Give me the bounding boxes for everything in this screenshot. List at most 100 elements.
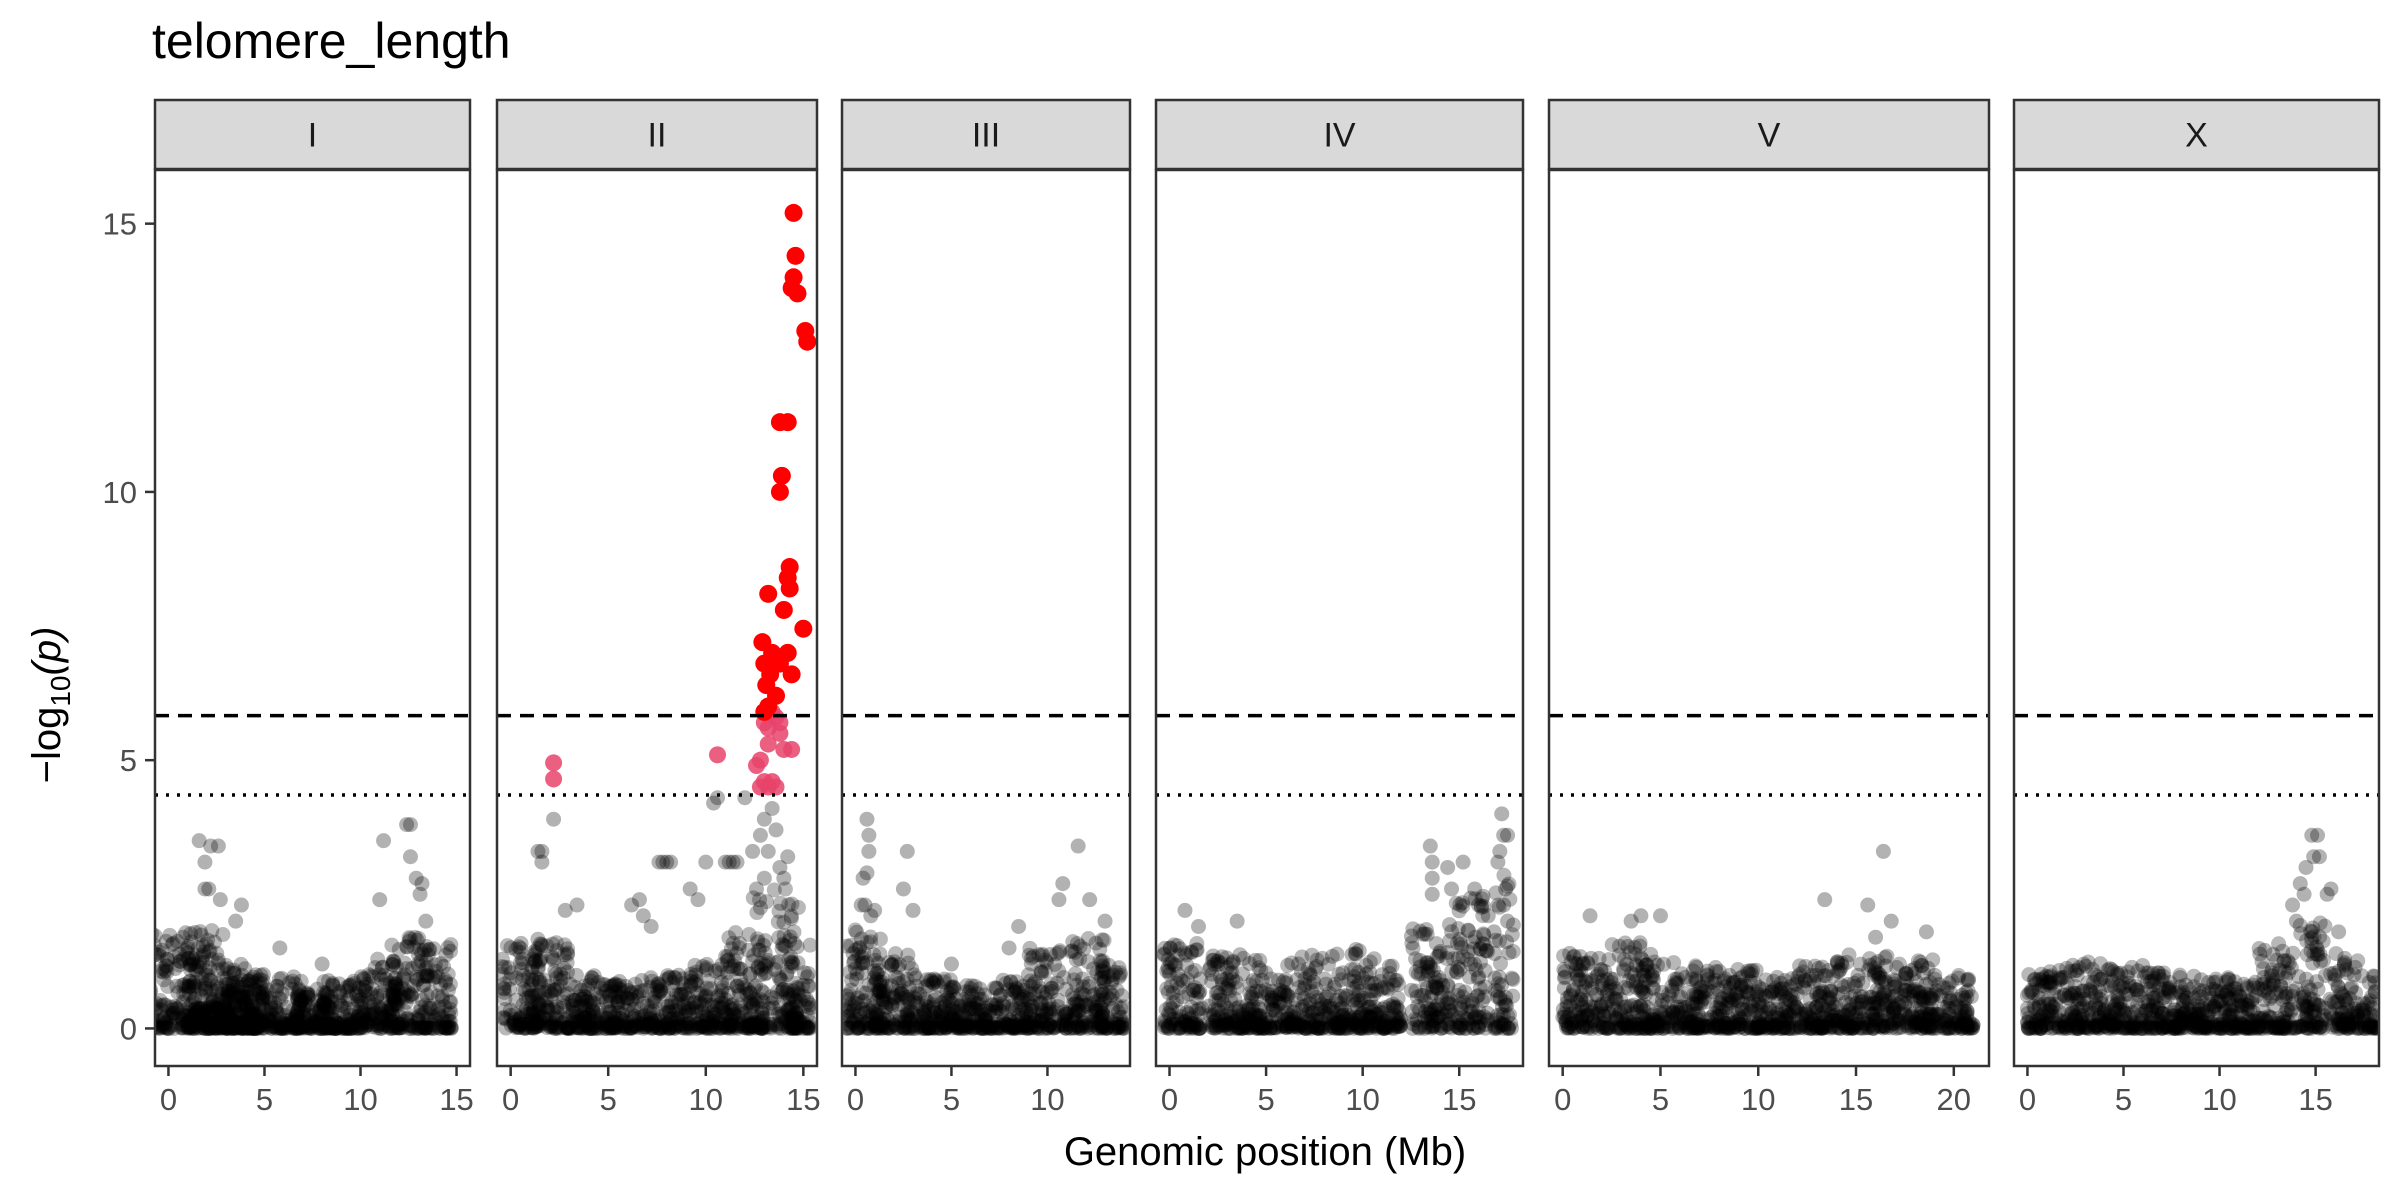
snp-point: [722, 999, 738, 1015]
snp-point: [902, 1020, 918, 1036]
snp-point: [300, 1012, 316, 1028]
snp-point: [1334, 1008, 1350, 1024]
snp-point: [790, 955, 806, 971]
snp-point: [304, 1018, 320, 1034]
snp-point: [1867, 999, 1883, 1015]
snp-point: [787, 936, 803, 952]
snp-point: [158, 1015, 174, 1031]
snp-point: [659, 1015, 675, 1031]
snp-point: [1410, 1019, 1426, 1035]
snp-point: [732, 936, 748, 952]
snp-point: [1601, 1004, 1617, 1020]
snp-point: [652, 1020, 668, 1036]
snp-point: [992, 987, 1008, 1003]
snp-point: [788, 994, 804, 1010]
snp-point: [312, 1004, 328, 1020]
snp-point: [1734, 1001, 1750, 1017]
snp-point: [342, 1016, 358, 1032]
snp-point-suggestive: [751, 751, 769, 769]
snp-point: [988, 980, 1004, 996]
snp-point: [1656, 1010, 1672, 1026]
snp-point: [1747, 1020, 1763, 1036]
snp-point: [750, 934, 766, 950]
snp-point: [784, 958, 800, 974]
snp-point: [573, 982, 589, 998]
snp-point: [605, 1005, 621, 1021]
snp-point: [1452, 961, 1468, 977]
snp-point: [1020, 1020, 1036, 1036]
snp-point: [1051, 944, 1067, 960]
snp-point: [1682, 1008, 1698, 1024]
snp-point: [1610, 1020, 1626, 1036]
snp-point: [774, 1020, 790, 1036]
snp-point: [1388, 1008, 1404, 1024]
snp-point: [1376, 1018, 1392, 1034]
snp-point: [1312, 1001, 1328, 1017]
snp-point: [666, 1019, 682, 1035]
snp-point: [1321, 985, 1337, 1001]
snp-point: [289, 1004, 305, 1020]
snp-point: [676, 1000, 692, 1016]
snp-point: [1441, 990, 1457, 1006]
snp-point: [1855, 1020, 1871, 1036]
snp-point: [702, 1019, 718, 1035]
snp-point: [726, 1000, 742, 1016]
snp-point: [1428, 980, 1444, 996]
snp-point: [1704, 984, 1720, 1000]
snp-point: [572, 1020, 588, 1036]
snp-point: [867, 1017, 883, 1033]
snp-point: [1278, 1020, 1294, 1036]
snp-point: [1722, 967, 1738, 983]
snp-point: [788, 1019, 804, 1035]
snp-point: [253, 1012, 269, 1028]
snp-point: [372, 1010, 388, 1026]
snp-point: [261, 1019, 277, 1035]
snp-point: [1114, 988, 1130, 1004]
chart-title: telomere_length: [152, 13, 511, 69]
snp-point: [206, 934, 222, 950]
snp-point: [1043, 980, 1059, 996]
snp-point: [1632, 1017, 1648, 1033]
snp-point: [1218, 1012, 1234, 1028]
snp-point: [1267, 993, 1283, 1009]
snp-point: [672, 1018, 688, 1034]
snp-point: [1639, 1011, 1655, 1027]
snp-point: [191, 1001, 207, 1017]
snp-point: [850, 1020, 866, 1036]
snp-point: [1794, 1016, 1810, 1032]
panel-border: [495, 168, 819, 1068]
snp-point: [426, 941, 442, 957]
snp-point: [776, 1011, 792, 1027]
snp-point: [1096, 1018, 1112, 1034]
snp-point: [230, 979, 246, 995]
snp-point: [1595, 980, 1611, 996]
snp-point: [1798, 1003, 1814, 1019]
snp-point: [1649, 1015, 1665, 1031]
snp-point: [639, 998, 655, 1014]
snp-point: [560, 1020, 576, 1036]
snp-point: [1100, 969, 1116, 985]
snp-point: [1617, 935, 1633, 951]
snp-point: [1725, 1005, 1741, 1021]
snp-point: [289, 1020, 305, 1036]
snp-point: [1229, 980, 1245, 996]
snp-point: [204, 923, 220, 939]
snp-point: [545, 1002, 561, 1018]
snp-point: [1371, 1014, 1387, 1030]
snp-point: [599, 1011, 615, 1027]
snp-point: [1467, 956, 1483, 972]
snp-point: [1191, 1020, 1207, 1036]
snp-point: [1717, 971, 1733, 987]
snp-point: [1424, 1019, 1440, 1035]
snp-point: [228, 1004, 244, 1020]
snp-point: [975, 1017, 991, 1033]
snp-point: [1818, 1010, 1834, 1026]
snp-point: [1227, 991, 1243, 1007]
snp-point: [1619, 956, 1635, 972]
snp-point: [1769, 1017, 1785, 1033]
snp-point: [782, 989, 798, 1005]
snp-point: [338, 1020, 354, 1036]
snp-point: [1865, 1007, 1881, 1023]
snp-point: [534, 854, 550, 870]
snp-point: [1157, 1014, 1173, 1030]
